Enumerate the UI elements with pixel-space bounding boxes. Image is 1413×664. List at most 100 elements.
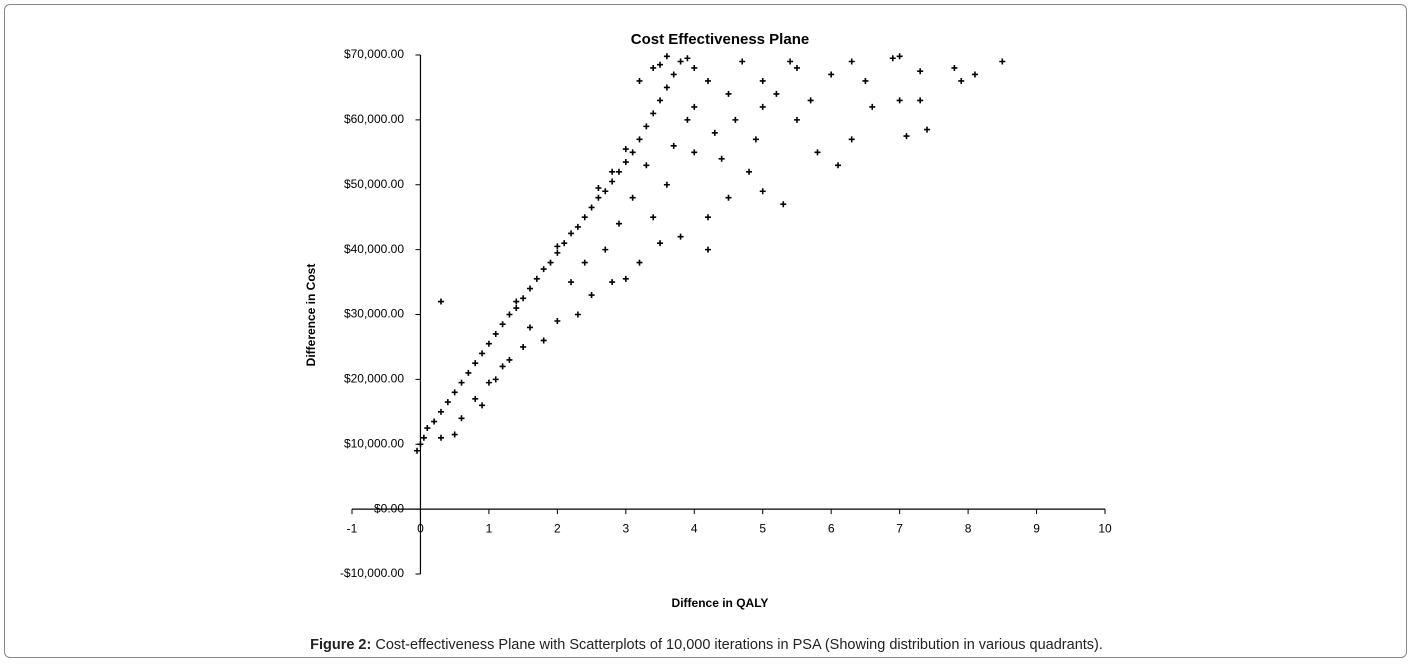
- scatter-point: [657, 97, 664, 104]
- y-tick-label: $20,000.00: [344, 372, 404, 386]
- scatter-point: [752, 136, 759, 143]
- scatter-point: [684, 116, 691, 123]
- x-tick-label: 1: [486, 521, 493, 535]
- scatter-point: [458, 415, 465, 422]
- scatter-point: [718, 155, 725, 162]
- scatter-point: [793, 64, 800, 71]
- scatter-point: [780, 201, 787, 208]
- scatter-point: [725, 90, 732, 97]
- scatter-point: [520, 343, 527, 350]
- figure-frame: [4, 4, 1407, 658]
- scatter-point: [704, 214, 711, 221]
- scatter-point: [499, 321, 506, 328]
- y-tick-label: $40,000.00: [344, 242, 404, 256]
- scatter-point: [472, 395, 479, 402]
- scatter-point: [615, 168, 622, 175]
- scatter-point: [431, 418, 438, 425]
- x-tick-label: 6: [828, 521, 835, 535]
- scatter-point: [595, 194, 602, 201]
- scatter-point: [650, 214, 657, 221]
- scatter-point: [533, 275, 540, 282]
- scatter-point: [622, 275, 629, 282]
- scatter-point: [520, 295, 527, 302]
- scatter-point: [746, 168, 753, 175]
- scatter-point: [574, 223, 581, 230]
- scatter-point: [479, 402, 486, 409]
- caption-text: Cost-effectiveness Plane with Scatterplo…: [375, 637, 1103, 653]
- scatter-point: [773, 90, 780, 97]
- x-tick-label: 7: [896, 521, 903, 535]
- scatter-point: [862, 77, 869, 84]
- scatter-point: [704, 246, 711, 253]
- scatter-point: [602, 246, 609, 253]
- scatter-point: [759, 103, 766, 110]
- scatter-point: [526, 285, 533, 292]
- scatter-point: [444, 399, 451, 406]
- scatter-point: [732, 116, 739, 123]
- scatter-point: [554, 249, 561, 256]
- scatter-point: [828, 71, 835, 78]
- scatter-point: [691, 64, 698, 71]
- scatter-point: [622, 146, 629, 153]
- scatter-point: [896, 97, 903, 104]
- scatter-point: [663, 181, 670, 188]
- scatter-point: [643, 162, 650, 169]
- scatter-point: [951, 64, 958, 71]
- scatter-point: [835, 162, 842, 169]
- scatter-point: [670, 71, 677, 78]
- scatter-point: [506, 311, 513, 318]
- scatter-point: [814, 149, 821, 156]
- scatter-point: [424, 425, 431, 432]
- scatter-point: [609, 168, 616, 175]
- scatter-point: [568, 279, 575, 286]
- scatter-point: [437, 298, 444, 305]
- y-tick-label: $10,000.00: [344, 436, 404, 450]
- scatter-point: [677, 58, 684, 65]
- scatter-point: [848, 58, 855, 65]
- scatter-point: [759, 77, 766, 84]
- scatter-point: [581, 214, 588, 221]
- scatter-point: [414, 447, 421, 454]
- scatter-point: [787, 58, 794, 65]
- scatter-point: [636, 136, 643, 143]
- scatter-point: [513, 305, 520, 312]
- scatter-point: [958, 77, 965, 84]
- scatter-point: [629, 194, 636, 201]
- scatter-point: [636, 77, 643, 84]
- scatter-point: [420, 434, 427, 441]
- scatter-point: [999, 58, 1006, 65]
- scatter-point: [588, 204, 595, 211]
- scatter-point: [595, 184, 602, 191]
- x-tick-label: -1: [347, 521, 358, 535]
- caption: Figure 2: Cost-effectiveness Plane with …: [0, 637, 1413, 653]
- scatter-point: [513, 298, 520, 305]
- x-tick-label: 5: [759, 521, 766, 535]
- scatter-point: [643, 123, 650, 130]
- scatter-point: [759, 188, 766, 195]
- scatter-point: [547, 259, 554, 266]
- x-tick-label: 9: [1033, 521, 1040, 535]
- scatter-point: [574, 311, 581, 318]
- x-axis-title: Diffence in QALY: [672, 596, 769, 610]
- y-axis-title: Difference in Cost: [304, 264, 318, 367]
- scatter-point: [526, 324, 533, 331]
- scatter-point: [917, 97, 924, 104]
- y-tick-label: $30,000.00: [344, 307, 404, 321]
- scatter-point: [657, 240, 664, 247]
- scatter-point: [650, 110, 657, 117]
- scatter-point: [663, 84, 670, 91]
- scatter-point: [711, 129, 718, 136]
- scatter-point: [485, 379, 492, 386]
- scatter-point: [677, 233, 684, 240]
- scatter-point: [650, 64, 657, 71]
- scatter-point: [554, 317, 561, 324]
- chart-title: Cost Effectiveness Plane: [631, 31, 809, 48]
- scatter-point: [917, 68, 924, 75]
- scatter-point: [561, 240, 568, 247]
- scatter-point: [704, 77, 711, 84]
- scatter-point: [869, 103, 876, 110]
- scatter-point: [437, 434, 444, 441]
- scatter-point: [417, 441, 424, 448]
- scatter-point: [971, 71, 978, 78]
- scatter-point: [848, 136, 855, 143]
